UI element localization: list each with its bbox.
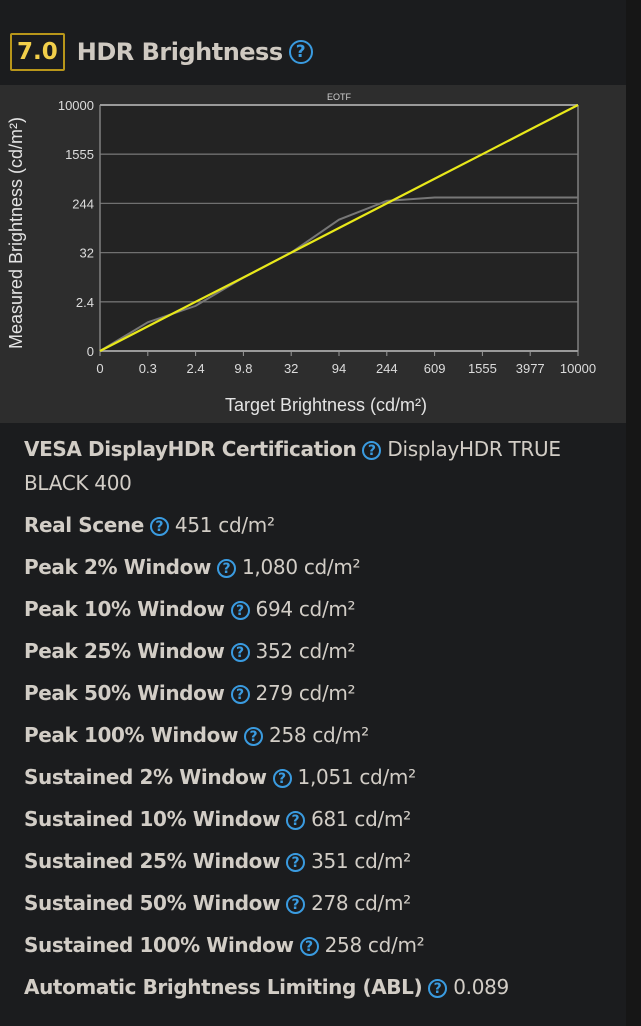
x-tick-label: 0 [96, 361, 103, 376]
question-circle-icon[interactable]: ? [217, 559, 236, 578]
x-tick-label: 244 [376, 361, 398, 376]
spec-value: 451 cd/m² [174, 513, 275, 537]
spec-value: 278 cd/m² [311, 891, 411, 915]
x-tick-label: 9.8 [234, 361, 252, 376]
spec-label: Sustained 2% Window [24, 765, 267, 789]
spec-value: 258 cd/m² [324, 933, 425, 957]
eotf-chart-svg: 0 2.4 32 244 1555 10000 0 0.3 2.4 9.8 32 94 244 609 15… [6, 92, 596, 415]
y-tick-label: 244 [72, 196, 94, 211]
spec-row: Sustained 25% Window? 351 cd/m² [24, 844, 614, 878]
spec-row: Peak 25% Window? 352 cd/m² [24, 634, 614, 668]
section-title: HDR Brightness [76, 38, 283, 66]
question-circle-icon[interactable]: ? [286, 853, 306, 872]
spec-value: 279 cd/m² [255, 681, 356, 705]
spec-value: 1,051 cd/m² [297, 765, 417, 789]
spec-value: 351 cd/m² [311, 849, 411, 873]
spec-value: 0.089 [453, 975, 509, 999]
y-tick-label: 1555 [65, 147, 94, 162]
spec-label: Sustained 100% Window [24, 933, 294, 957]
chart-title: EOTF [327, 92, 352, 102]
spec-label: VESA DisplayHDR Certification [24, 437, 357, 461]
x-tick-label: 609 [424, 361, 446, 376]
spec-row: Peak 100% Window? 258 cd/m² [24, 718, 614, 752]
question-circle-icon[interactable]: ? [230, 643, 250, 662]
side-gutter [626, 0, 641, 1026]
section-header: 7.0 HDR Brightness ? [10, 32, 313, 72]
y-tick-label: 10000 [58, 98, 94, 113]
spec-row: Peak 10% Window? 694 cd/m² [24, 592, 614, 626]
question-circle-icon[interactable]: ? [362, 441, 382, 460]
spec-value: 694 cd/m² [255, 597, 356, 621]
spec-value: 1,080 cd/m² [242, 555, 361, 579]
question-circle-icon[interactable]: ? [272, 769, 292, 788]
spec-row: Real Scene? 451 cd/m² [24, 508, 614, 542]
spec-label: Sustained 10% Window [24, 807, 281, 831]
spec-row: Peak 2% Window? 1,080 cd/m² [24, 550, 614, 584]
spec-label: Peak 100% Window [24, 723, 239, 747]
score-badge: 7.0 [10, 33, 65, 71]
spec-value: DisplayHDR TRUE BLACK 400 [24, 437, 561, 495]
question-circle-icon[interactable]: ? [244, 727, 264, 746]
question-circle-icon[interactable]: ? [230, 685, 250, 704]
eotf-chart: 0 2.4 32 244 1555 10000 0 0.3 2.4 9.8 32 94 244 609 15… [0, 85, 626, 423]
spec-label: Peak 25% Window [24, 639, 225, 663]
y-tick-label: 2.4 [76, 295, 94, 310]
spec-row: Sustained 100% Window? 258 cd/m² [24, 928, 614, 962]
y-axis-label: Measured Brightness (cd/m²) [6, 117, 26, 349]
x-tick-label: 0.3 [139, 361, 157, 376]
spec-label: Peak 2% Window [24, 555, 211, 579]
question-circle-icon[interactable]: ? [286, 895, 306, 914]
spec-value: 258 cd/m² [269, 723, 369, 747]
x-tick-label: 2.4 [187, 361, 205, 376]
spec-row: Peak 50% Window? 279 cd/m² [24, 676, 614, 710]
spec-label: Sustained 50% Window [24, 891, 281, 915]
spec-value: 681 cd/m² [311, 807, 411, 831]
x-tick-label: 3977 [516, 361, 545, 376]
spec-value: 352 cd/m² [255, 639, 356, 663]
spec-row: Sustained 50% Window? 278 cd/m² [24, 886, 614, 920]
spec-label: Peak 10% Window [24, 597, 225, 621]
spec-label: Real Scene [24, 513, 144, 537]
spec-row: Sustained 10% Window? 681 cd/m² [24, 802, 614, 836]
y-tick-label: 0 [87, 344, 94, 359]
spec-label: Sustained 25% Window [24, 849, 281, 873]
question-circle-icon[interactable]: ? [299, 937, 319, 956]
x-tick-label: 94 [332, 361, 346, 376]
question-circle-icon[interactable]: ? [149, 517, 169, 536]
x-axis-label: Target Brightness (cd/m²) [225, 395, 427, 415]
x-tick-label: 10000 [560, 361, 596, 376]
y-tick-label: 32 [80, 246, 94, 261]
spec-row: VESA DisplayHDR Certification? DisplayHDR… [24, 432, 614, 500]
spec-label: Automatic Brightness Limiting (ABL) [24, 975, 423, 999]
spec-row: Automatic Brightness Limiting (ABL)? 0.08… [24, 970, 614, 1004]
x-tick-label: 1555 [468, 361, 497, 376]
question-circle-icon[interactable]: ? [288, 40, 313, 64]
spec-label: Peak 50% Window [24, 681, 225, 705]
question-circle-icon[interactable]: ? [428, 979, 448, 998]
x-tick-label: 32 [284, 361, 298, 376]
spec-list: VESA DisplayHDR Certification? DisplayHDR… [24, 432, 614, 1012]
question-circle-icon[interactable]: ? [230, 601, 250, 620]
question-circle-icon[interactable]: ? [286, 811, 306, 830]
spec-row: Sustained 2% Window? 1,051 cd/m² [24, 760, 614, 794]
